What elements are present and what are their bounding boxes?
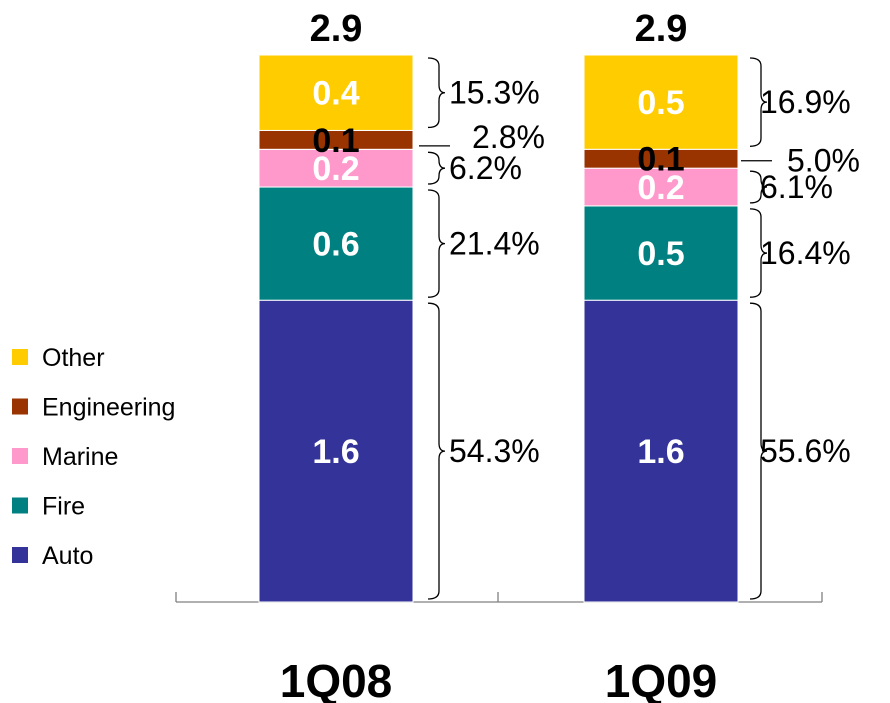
value-label-other-1q09: 0.5	[637, 84, 684, 122]
value-label-other-1q08: 0.4	[312, 75, 359, 113]
legend-swatch-fire	[12, 497, 28, 514]
share-brace-marine-1q09	[749, 170, 768, 204]
share-brace-auto-1q09	[749, 302, 768, 600]
bar-segment-other-1q09	[583, 54, 739, 150]
value-label-marine-1q08: 0.2	[312, 150, 359, 188]
share-label-fire-1q08: 21.4%	[449, 226, 540, 262]
category-label-1q09: 1Q09	[605, 655, 718, 703]
legend-swatch-marine	[12, 448, 28, 464]
bar-segment-other-1q08	[258, 54, 414, 131]
value-label-engineering-1q08: 0.1	[312, 122, 359, 160]
share-label-auto-1q09: 55.6%	[760, 433, 851, 469]
legend: Other Engineering Marine Fire Auto	[12, 344, 175, 570]
bar-segment-marine-1q09	[583, 167, 739, 207]
share-label-marine-1q08: 6.2%	[449, 150, 522, 186]
share-brace-fire-1q08	[427, 189, 446, 298]
value-label-engineering-1q09: 0.1	[637, 141, 684, 179]
legend-label-other: Other	[42, 344, 105, 372]
share-label-marine-1q09: 6.1%	[760, 169, 833, 205]
total-label-1q08: 2.9	[310, 8, 363, 50]
share-label-engineering-1q08: 2.8%	[472, 119, 545, 155]
share-brace-marine-1q08	[427, 151, 446, 185]
share-label-other-1q08: 15.3%	[449, 75, 540, 111]
legend-label-marine: Marine	[42, 443, 118, 471]
share-label-auto-1q08: 54.3%	[449, 433, 540, 469]
legend-label-engineering: Engineering	[42, 394, 175, 422]
legend-swatch-auto	[12, 547, 28, 563]
total-label-1q09: 2.9	[635, 8, 688, 50]
x-axis: 1Q08 1Q09	[175, 592, 823, 703]
value-label-fire-1q09: 0.5	[637, 235, 684, 273]
bar-segment-auto-1q09	[583, 299, 739, 603]
share-brace-other-1q09	[749, 57, 768, 147]
legend-label-auto: Auto	[42, 542, 93, 570]
share-braces: 54.3% 21.4% 6.2%2.8% 15.3% 55.6% 16.4% 6.1%5.0…	[419, 57, 860, 600]
share-label-other-1q09: 16.9%	[760, 84, 851, 120]
legend-swatch-other	[12, 349, 28, 365]
value-label-marine-1q09: 0.2	[637, 169, 684, 207]
share-brace-fire-1q09	[749, 208, 768, 298]
legend-label-fire: Fire	[42, 493, 85, 521]
bar-segment-auto-1q08	[258, 299, 414, 603]
share-brace-auto-1q08	[427, 302, 446, 600]
value-label-auto-1q08: 1.6	[312, 433, 359, 471]
value-label-auto-1q09: 1.6	[637, 433, 684, 471]
value-label-fire-1q08: 0.6	[312, 226, 359, 264]
share-label-engineering-1q09: 5.0%	[787, 143, 860, 179]
bar-segment-fire-1q08	[258, 186, 414, 301]
share-brace-other-1q08	[427, 57, 446, 129]
category-label-1q08: 1Q08	[280, 655, 393, 703]
legend-swatch-engineering	[12, 398, 28, 415]
share-label-fire-1q09: 16.4%	[760, 235, 851, 271]
bar-stacks: 1.60.60.20.10.42.91.60.50.20.10.52.9	[258, 8, 739, 603]
